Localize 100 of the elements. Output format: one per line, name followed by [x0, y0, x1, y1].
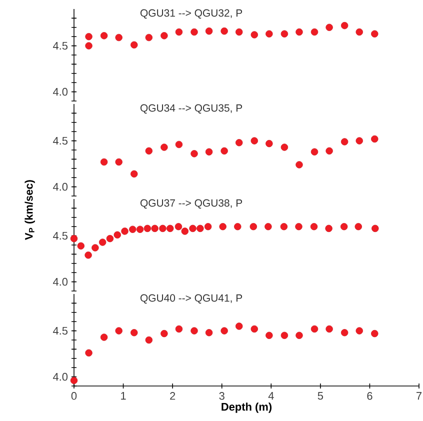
point — [196, 224, 204, 232]
point — [234, 223, 242, 230]
point — [280, 144, 288, 151]
point — [84, 252, 92, 259]
point — [130, 329, 138, 336]
point — [250, 325, 258, 333]
chart-title: QGU34 --> QGU35, P — [140, 104, 242, 114]
point — [159, 224, 166, 232]
point — [77, 242, 84, 250]
point — [106, 234, 114, 242]
point — [310, 223, 318, 230]
y-axis-title: V$_{P}$ (km/sec) — [24, 180, 35, 240]
point — [175, 140, 183, 148]
point — [371, 330, 378, 338]
point — [114, 231, 121, 238]
point — [100, 334, 108, 341]
point — [115, 327, 122, 334]
x-tick-label: 1 — [121, 392, 126, 400]
point — [175, 28, 183, 36]
y-tick-label: 4.0 — [52, 278, 68, 286]
point — [130, 170, 138, 178]
point — [310, 28, 318, 36]
x-tick-label: 2 — [170, 392, 176, 400]
point — [190, 327, 198, 334]
point — [326, 24, 333, 31]
point — [296, 28, 303, 36]
point — [356, 327, 363, 334]
point — [340, 223, 348, 230]
point — [166, 224, 174, 232]
point — [250, 223, 257, 230]
point — [205, 27, 213, 35]
x-tick-label: 6 — [367, 392, 372, 400]
point — [220, 147, 228, 155]
point — [160, 144, 168, 151]
point — [220, 327, 228, 334]
point — [264, 223, 272, 230]
point — [266, 332, 273, 340]
y-tick-label: 4.5 — [52, 326, 68, 335]
point — [130, 41, 138, 48]
point — [266, 30, 273, 38]
point — [160, 330, 168, 338]
point — [340, 138, 348, 146]
point — [310, 325, 318, 333]
chart-title: QGU37 --> QGU38, P — [140, 199, 242, 209]
point — [189, 224, 196, 232]
point — [280, 223, 288, 230]
point — [266, 140, 273, 148]
y-tick-label: 4.0 — [52, 88, 68, 96]
x-tick-label: 7 — [416, 392, 422, 400]
point — [129, 226, 136, 233]
point — [190, 28, 198, 36]
point — [175, 325, 183, 333]
x-tick-label: 5 — [318, 392, 324, 400]
point — [295, 223, 302, 230]
point — [70, 376, 78, 384]
point — [236, 28, 243, 36]
point — [356, 137, 363, 144]
point — [85, 33, 92, 40]
point — [280, 30, 288, 38]
point — [354, 223, 362, 230]
point — [371, 30, 378, 38]
point — [174, 223, 182, 230]
point — [92, 244, 99, 252]
point — [144, 224, 152, 232]
point — [121, 228, 128, 235]
point — [115, 158, 122, 166]
point — [340, 22, 348, 30]
point — [296, 161, 303, 168]
chart-title: QGU31 --> QGU32, P — [140, 9, 242, 19]
point — [160, 32, 168, 40]
point — [236, 322, 243, 330]
point — [100, 158, 108, 166]
x-tick-label: 4 — [268, 392, 274, 400]
y-tick-label: 4.5 — [52, 232, 68, 240]
point — [145, 34, 153, 42]
point — [296, 332, 303, 340]
point — [326, 147, 333, 155]
point — [145, 147, 153, 155]
point — [326, 325, 333, 333]
point — [280, 332, 288, 340]
point — [100, 32, 108, 40]
point — [250, 31, 258, 38]
y-tick-label: 4.0 — [52, 372, 68, 381]
point — [310, 148, 318, 156]
point — [220, 27, 228, 35]
point — [98, 238, 106, 246]
point — [70, 234, 78, 242]
point — [204, 223, 212, 230]
y-tick-label: 4.5 — [52, 136, 68, 145]
point — [151, 224, 158, 232]
point — [325, 224, 332, 232]
y-tick-label: 4.0 — [52, 182, 68, 191]
point — [219, 223, 226, 230]
point — [181, 228, 188, 235]
point — [205, 329, 213, 336]
point — [250, 137, 258, 144]
point — [190, 150, 198, 158]
point — [145, 336, 153, 344]
point — [236, 139, 243, 146]
x-tick-label: 3 — [219, 392, 224, 400]
